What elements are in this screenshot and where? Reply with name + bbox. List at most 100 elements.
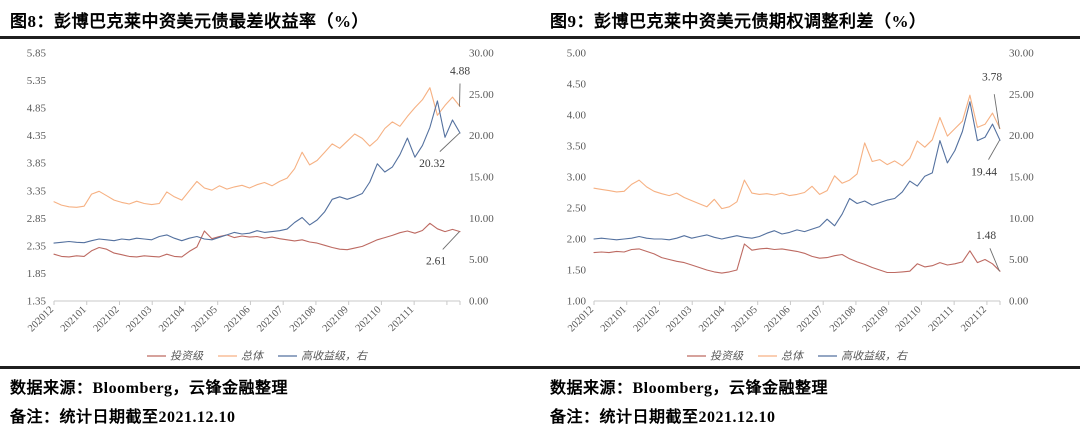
right-axis-tick-label: 15.00 xyxy=(469,172,494,184)
left-axis-tick-label: 5.35 xyxy=(27,75,47,87)
right-axis-tick-label: 30.00 xyxy=(1009,48,1034,60)
left-axis-tick-label: 4.35 xyxy=(27,130,47,142)
right-axis-tick-label: 15.00 xyxy=(1009,172,1034,184)
figure9-note-line: 备注：统计日期截至2021.12.10 xyxy=(550,409,776,426)
figure9-footer: 数据来源：Bloomberg，云锋金融整理 备注：统计日期截至2021.12.1… xyxy=(540,369,1080,432)
right-axis-tick-label: 20.00 xyxy=(1009,130,1034,142)
figure8-source-line: 数据来源：Bloomberg，云锋金融整理 xyxy=(10,380,289,397)
title-divider-line xyxy=(0,36,1080,39)
figure-titles-row: 图8：彭博巴克莱中资美元债最差收益率（%） 图9：彭博巴克莱中资美元债期权调整利… xyxy=(0,0,1080,36)
x-axis-tick-label: 202108 xyxy=(288,304,318,334)
right-axis-tick-label: 0.00 xyxy=(1009,296,1029,308)
charts-row: 5.85 5.35 4.85 4.35 3.85 3.35 2.85 2.35 1.85 1.35… xyxy=(0,39,1080,366)
figure8-note-line: 备注：统计日期截至2021.12.10 xyxy=(10,409,236,426)
left-axis-tick-label: 2.50 xyxy=(567,203,587,215)
left-axis-tick-label: 3.35 xyxy=(27,185,47,197)
x-axis-tick-label: 202101 xyxy=(59,304,89,334)
series-line-高收益级，右 xyxy=(53,100,461,244)
legend-label-高收益级，右: 高收益级，右 xyxy=(841,350,909,363)
right-axis-tick-label: 25.00 xyxy=(1009,89,1034,101)
series-line-高收益级，右 xyxy=(593,101,1001,241)
x-axis-tick-label: 202111 xyxy=(927,304,957,334)
data-label-connector xyxy=(442,231,460,250)
legend-label-总体: 总体 xyxy=(241,350,265,363)
left-axis-tick-label: 2.00 xyxy=(567,234,587,246)
x-axis-tick-label: 202103 xyxy=(124,304,154,334)
data-label-connector xyxy=(459,83,461,107)
left-axis-tick-label: 1.85 xyxy=(27,268,47,280)
legend-label-投资级: 投资级 xyxy=(710,350,744,363)
x-axis-tick-label: 202102 xyxy=(92,304,122,334)
series-line-总体 xyxy=(593,94,1001,210)
left-axis-tick-label: 4.50 xyxy=(567,79,587,91)
x-axis-tick-label: 202109 xyxy=(861,304,891,334)
x-axis-tick-label: 202111 xyxy=(387,304,417,334)
right-axis-tick-label: 5.00 xyxy=(1009,254,1029,266)
x-axis-tick-label: 202108 xyxy=(828,304,858,334)
x-axis-tick-label: 202104 xyxy=(697,304,728,335)
left-axis-tick-label: 3.50 xyxy=(567,141,587,153)
left-axis-tick-label: 4.00 xyxy=(567,110,587,122)
data-label-connector xyxy=(439,132,460,152)
x-axis-tick-label: 202012 xyxy=(566,304,596,334)
right-axis-tick-label: 10.00 xyxy=(1009,213,1034,225)
right-axis-tick-label: 0.00 xyxy=(469,296,489,308)
x-axis-tick-label: 202107 xyxy=(795,304,825,334)
left-axis-tick-label: 5.00 xyxy=(567,48,587,60)
x-axis-tick-label: 202109 xyxy=(321,304,351,334)
right-axis-tick-label: 20.00 xyxy=(469,130,494,142)
data-label: 19.44 xyxy=(971,166,997,178)
x-axis-tick-label: 202106 xyxy=(223,304,253,334)
left-axis-tick-label: 3.00 xyxy=(567,172,587,184)
left-axis-tick-label: 1.00 xyxy=(567,296,587,308)
figure8-footer: 数据来源：Bloomberg，云锋金融整理 备注：统计日期截至2021.12.1… xyxy=(0,369,540,432)
left-axis-tick-label: 2.85 xyxy=(27,213,47,225)
legend-label-高收益级，右: 高收益级，右 xyxy=(301,350,369,363)
legend-label-投资级: 投资级 xyxy=(170,350,204,363)
series-line-投资级 xyxy=(593,243,1001,274)
data-label: 1.48 xyxy=(976,230,996,242)
left-axis-tick-label: 2.35 xyxy=(27,240,47,252)
figure-footers-row: 数据来源：Bloomberg，云锋金融整理 备注：统计日期截至2021.12.1… xyxy=(0,369,1080,432)
x-axis-tick-label: 202103 xyxy=(664,304,694,334)
data-label-connector xyxy=(993,94,1000,129)
right-axis-tick-label: 5.00 xyxy=(469,254,489,266)
left-axis-tick-label: 1.50 xyxy=(567,265,587,277)
x-axis-tick-label: 202106 xyxy=(763,304,793,334)
data-label-connector xyxy=(989,248,1000,272)
left-axis-tick-label: 4.85 xyxy=(27,103,47,115)
data-label-connector xyxy=(988,140,1000,160)
left-axis-tick-label: 3.85 xyxy=(27,158,47,170)
data-label: 2.61 xyxy=(426,256,446,268)
data-label: 4.88 xyxy=(450,65,470,77)
x-axis-tick-label: 202102 xyxy=(632,304,662,334)
figure8-title: 图8：彭博巴克莱中资美元债最差收益率（%） xyxy=(10,12,369,31)
figure9-source-line: 数据来源：Bloomberg，云锋金融整理 xyxy=(550,380,829,397)
left-axis-tick-label: 5.85 xyxy=(27,48,47,60)
figure9-chart: 5.00 4.50 4.00 3.50 3.00 2.50 2.00 1.50 1.00 30.0… xyxy=(540,39,1080,366)
x-axis-tick-label: 202105 xyxy=(730,304,760,334)
x-axis-tick-label: 202105 xyxy=(190,304,220,334)
x-axis-tick-label: 202110 xyxy=(354,304,384,334)
figure8-chart: 5.85 5.35 4.85 4.35 3.85 3.35 2.85 2.35 1.85 1.35… xyxy=(0,39,540,366)
left-axis-tick-label: 1.35 xyxy=(27,296,47,308)
series-line-总体 xyxy=(53,87,461,208)
x-axis-tick-label: 202012 xyxy=(26,304,56,334)
figure9-title: 图9：彭博巴克莱中资美元债期权调整利差（%） xyxy=(550,12,927,31)
figure8-chart-svg: 5.85 5.35 4.85 4.35 3.85 3.35 2.85 2.35 1.85 1.35… xyxy=(26,48,494,363)
footer-divider-line xyxy=(0,366,1080,369)
x-axis-tick-label: 202107 xyxy=(255,304,285,334)
data-label: 20.32 xyxy=(419,158,445,170)
x-axis-tick-label: 202112 xyxy=(959,304,989,334)
right-axis-tick-label: 25.00 xyxy=(469,89,494,101)
data-label: 3.78 xyxy=(982,72,1002,84)
series-line-投资级 xyxy=(53,222,461,258)
x-axis-tick-label: 202101 xyxy=(599,304,629,334)
figure9-chart-svg: 5.00 4.50 4.00 3.50 3.00 2.50 2.00 1.50 1.00 30.0… xyxy=(566,48,1034,363)
right-axis-tick-label: 10.00 xyxy=(469,213,494,225)
legend-label-总体: 总体 xyxy=(781,350,805,363)
right-axis-tick-label: 30.00 xyxy=(469,48,494,60)
x-axis-tick-label: 202110 xyxy=(894,304,924,334)
x-axis-tick-label: 202104 xyxy=(157,304,188,335)
